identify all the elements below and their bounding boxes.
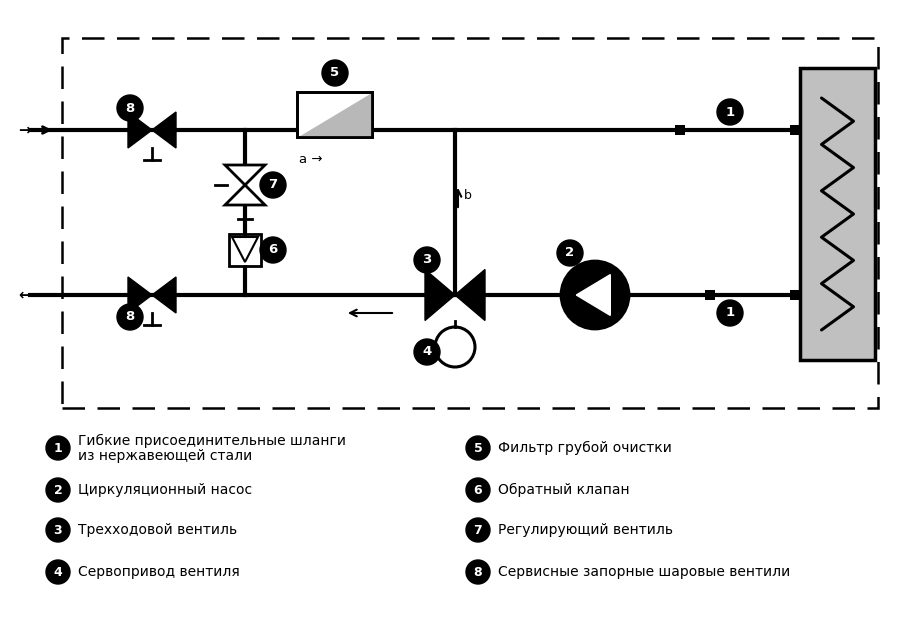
Bar: [789, 125, 800, 135]
Polygon shape: [297, 92, 372, 138]
Text: Обратный клапан: Обратный клапан: [497, 483, 629, 497]
Circle shape: [46, 436, 70, 460]
Bar: [297, 92, 372, 138]
Polygon shape: [225, 165, 265, 185]
Polygon shape: [575, 274, 609, 315]
Text: 7: 7: [473, 524, 482, 536]
Text: 1: 1: [53, 441, 62, 455]
Bar: [297, 92, 372, 138]
Circle shape: [716, 99, 743, 125]
Text: 4: 4: [422, 345, 431, 359]
Text: 4: 4: [53, 565, 62, 578]
Text: b: b: [463, 189, 471, 202]
Circle shape: [260, 237, 286, 263]
Bar: [704, 290, 714, 300]
Bar: [789, 290, 800, 300]
Polygon shape: [152, 277, 176, 313]
Text: 8: 8: [125, 102, 134, 114]
Text: Циркуляционный насос: Циркуляционный насос: [78, 483, 252, 497]
Circle shape: [561, 261, 629, 329]
Text: 6: 6: [473, 484, 482, 497]
Circle shape: [46, 560, 70, 584]
Text: 8: 8: [125, 310, 134, 323]
Circle shape: [466, 560, 490, 584]
Text: Сервопривод вентиля: Сервопривод вентиля: [78, 565, 240, 579]
Circle shape: [466, 478, 490, 502]
Text: Фильтр грубой очистки: Фильтр грубой очистки: [497, 441, 671, 455]
Text: a →: a →: [300, 153, 323, 166]
Circle shape: [414, 247, 439, 273]
Text: 7: 7: [268, 178, 278, 192]
Text: 1: 1: [725, 306, 733, 320]
Text: 2: 2: [565, 247, 574, 259]
Text: 2: 2: [53, 484, 62, 497]
Circle shape: [466, 436, 490, 460]
Circle shape: [117, 304, 142, 330]
Circle shape: [117, 95, 142, 121]
Text: из нержавеющей стали: из нержавеющей стали: [78, 449, 252, 463]
Text: 3: 3: [422, 254, 431, 266]
Text: →: →: [18, 122, 30, 138]
Polygon shape: [455, 269, 484, 320]
Polygon shape: [128, 112, 152, 148]
Circle shape: [466, 518, 490, 542]
Circle shape: [260, 172, 286, 198]
Bar: [675, 125, 685, 135]
Bar: [229, 234, 261, 266]
Polygon shape: [128, 277, 152, 313]
Text: Трехходовой вентиль: Трехходовой вентиль: [78, 523, 237, 537]
Text: ←: ←: [18, 288, 30, 303]
Circle shape: [46, 478, 70, 502]
Circle shape: [46, 518, 70, 542]
Polygon shape: [232, 237, 257, 262]
Text: 5: 5: [473, 441, 482, 455]
Text: 3: 3: [53, 524, 62, 536]
Circle shape: [716, 300, 743, 326]
Circle shape: [414, 339, 439, 365]
Text: 6: 6: [268, 244, 278, 256]
Text: Регулирующий вентиль: Регулирующий вентиль: [497, 523, 673, 537]
Circle shape: [435, 327, 474, 367]
Bar: [62, 38, 877, 408]
Circle shape: [556, 240, 583, 266]
Text: Гибкие присоединительные шланги: Гибкие присоединительные шланги: [78, 434, 346, 448]
Text: 5: 5: [330, 67, 339, 80]
Text: Сервисные запорные шаровые вентили: Сервисные запорные шаровые вентили: [497, 565, 789, 579]
Circle shape: [322, 60, 347, 86]
Polygon shape: [225, 185, 265, 205]
Polygon shape: [425, 269, 455, 320]
Text: 1: 1: [725, 106, 733, 119]
Polygon shape: [152, 112, 176, 148]
Text: 8: 8: [473, 565, 482, 578]
Bar: [800, 68, 874, 360]
